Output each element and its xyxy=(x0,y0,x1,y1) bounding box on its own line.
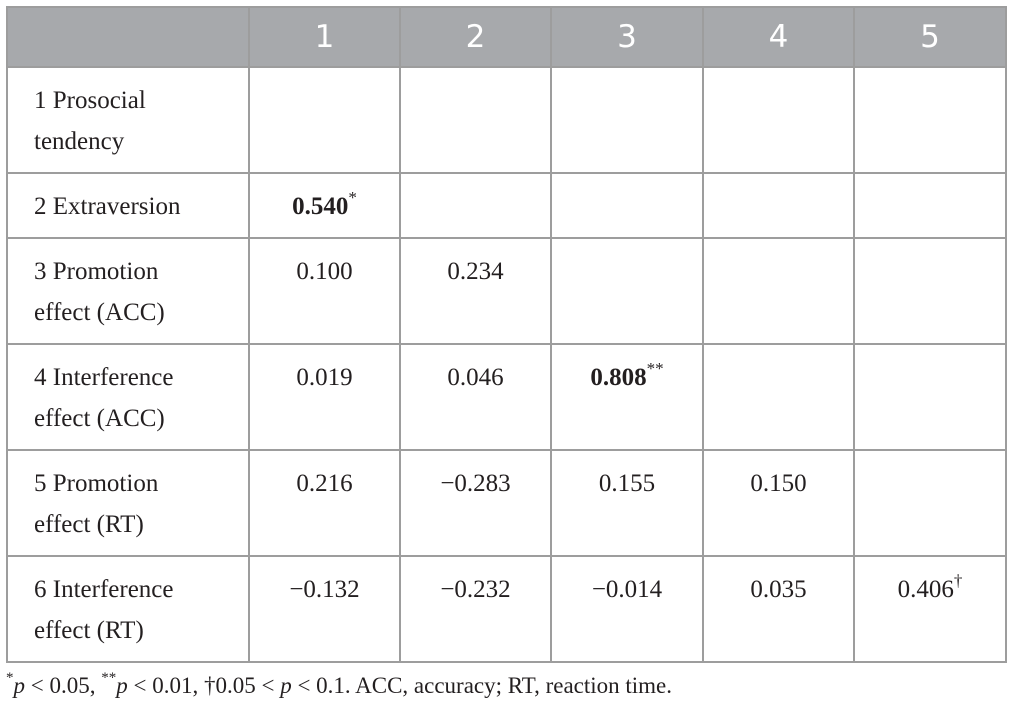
footnote-star-2: ** xyxy=(101,670,117,687)
table-row: 1 Prosocial tendency xyxy=(6,66,1007,174)
table-cell xyxy=(853,66,1007,174)
table-cell xyxy=(853,172,1007,239)
cell-value: 0.234 xyxy=(447,258,504,285)
table-cell: −0.014 xyxy=(550,555,704,663)
header-cell-3: 3 xyxy=(550,6,704,68)
table-cell xyxy=(399,172,552,239)
row-label-line-2: effect (ACC) xyxy=(34,299,165,326)
header-cell-blank xyxy=(6,6,250,68)
table-cell xyxy=(702,172,855,239)
table-row: 5 Promotion effect (RT) 0.216 −0.283 0.155 0.… xyxy=(6,449,1007,557)
row-label-line-2: effect (ACC) xyxy=(34,405,165,432)
cell-value: 0.019 xyxy=(296,364,353,391)
row-label: 1 Prosocial tendency xyxy=(6,66,250,174)
row-label-line-2: effect (RT) xyxy=(34,617,144,644)
significance-mark: * xyxy=(348,187,357,207)
table-cell xyxy=(702,66,855,174)
footnote-p-3: p xyxy=(280,673,292,698)
table-row: 3 Promotion effect (ACC) 0.100 0.234 xyxy=(6,237,1007,345)
row-label-line-1: 2 Extraversion xyxy=(34,193,181,220)
table-row: 4 Interference effect (ACC) 0.019 0.046 0.80… xyxy=(6,343,1007,451)
footnote-p-2: p xyxy=(116,673,128,698)
table-cell xyxy=(853,343,1007,451)
cell-value: −0.232 xyxy=(440,576,511,603)
row-label-line-1: 1 Prosocial xyxy=(34,87,146,114)
cell-value: 0.150 xyxy=(750,470,807,497)
table-cell xyxy=(702,343,855,451)
correlation-table-container: 1 2 3 4 5 1 Prosocial tendency 2 Extravers… xyxy=(6,6,1007,663)
header-row: 1 2 3 4 5 xyxy=(6,6,1007,68)
table-cell xyxy=(702,237,855,345)
table-cell: 0.150 xyxy=(702,449,855,557)
table-cell xyxy=(550,237,704,345)
row-label-line-1: 4 Interference xyxy=(34,364,174,391)
table-row: 2 Extraversion 0.540* xyxy=(6,172,1007,239)
significance-mark: ** xyxy=(646,358,664,378)
table-cell xyxy=(399,66,552,174)
table-cell: 0.216 xyxy=(248,449,401,557)
significance-mark: † xyxy=(953,570,963,590)
footnote-text-2: < 0.01, †0.05 < xyxy=(127,673,281,698)
cell-value: −0.014 xyxy=(591,576,663,603)
table-cell: 0.019 xyxy=(248,343,401,451)
table-cell xyxy=(550,172,704,239)
row-label-line-1: 3 Promotion xyxy=(34,258,159,285)
header-cell-4: 4 xyxy=(702,6,855,68)
table-cell: −0.132 xyxy=(248,555,401,663)
row-label: 5 Promotion effect (RT) xyxy=(6,449,250,557)
cell-value: 0.216 xyxy=(296,470,353,497)
correlation-table: 1 2 3 4 5 1 Prosocial tendency 2 Extravers… xyxy=(6,6,1007,663)
table-cell xyxy=(853,449,1007,557)
table-header: 1 2 3 4 5 xyxy=(6,6,1007,68)
table-cell: 0.406† xyxy=(853,555,1007,663)
cell-value: 0.035 xyxy=(750,576,807,603)
row-label-line-1: 6 Interference xyxy=(34,576,174,603)
header-cell-1: 1 xyxy=(248,6,401,68)
table-cell xyxy=(550,66,704,174)
table-row: 6 Interference effect (RT) −0.132 −0.232 −0.… xyxy=(6,555,1007,663)
cell-value: 0.808 xyxy=(590,364,647,391)
cell-value: 0.540 xyxy=(292,193,349,220)
table-body: 1 Prosocial tendency 2 Extraversion 0.540* 3… xyxy=(6,66,1007,663)
footnote-text-3: < 0.1. ACC, accuracy; RT, reaction time. xyxy=(291,673,673,698)
cell-value: 0.046 xyxy=(447,364,504,391)
cell-value: 0.155 xyxy=(598,470,656,497)
table-cell: −0.283 xyxy=(399,449,552,557)
table-cell: 0.155 xyxy=(550,449,704,557)
row-label: 4 Interference effect (ACC) xyxy=(6,343,250,451)
header-cell-5: 5 xyxy=(853,6,1007,68)
table-footnote: *p < 0.05, **p < 0.01, †0.05 < p < 0.1. … xyxy=(6,671,672,701)
row-label-line-1: 5 Promotion xyxy=(34,470,159,497)
footnote-star-1: * xyxy=(6,670,14,687)
row-label: 2 Extraversion xyxy=(6,172,250,239)
footnote-p-1: p xyxy=(13,673,26,698)
table-cell: 0.100 xyxy=(248,237,401,345)
row-label-line-2: effect (RT) xyxy=(34,511,144,538)
row-label-line-2: tendency xyxy=(34,128,125,155)
cell-value: 0.406 xyxy=(897,576,954,603)
table-cell: 0.046 xyxy=(399,343,552,451)
cell-value: −0.283 xyxy=(440,470,511,497)
footnote-text-1: < 0.05, xyxy=(25,673,102,698)
table-cell: 0.808** xyxy=(550,343,704,451)
table-cell xyxy=(248,66,401,174)
row-label: 6 Interference effect (RT) xyxy=(6,555,250,663)
header-cell-2: 2 xyxy=(399,6,552,68)
table-cell: 0.035 xyxy=(702,555,855,663)
cell-value: −0.132 xyxy=(289,576,360,603)
row-label: 3 Promotion effect (ACC) xyxy=(6,237,250,345)
table-cell: 0.540* xyxy=(248,172,401,239)
table-cell: 0.234 xyxy=(399,237,552,345)
cell-value: 0.100 xyxy=(296,258,353,285)
table-cell xyxy=(853,237,1007,345)
table-cell: −0.232 xyxy=(399,555,552,663)
